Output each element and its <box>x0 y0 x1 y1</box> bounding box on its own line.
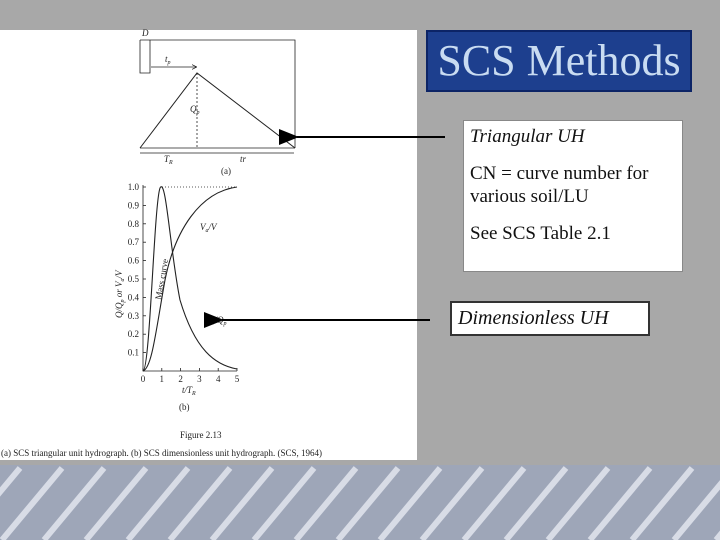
panel-b: (b) <box>179 402 190 412</box>
subscript: p <box>120 300 126 304</box>
x-tick-label: 5 <box>235 374 240 384</box>
subscript: a <box>120 279 126 282</box>
stripe <box>293 466 359 540</box>
rain-block <box>139 39 296 148</box>
footer-stripes <box>0 465 720 540</box>
text-part: V <box>200 222 207 232</box>
y-tick-label: 0.6 <box>128 256 140 266</box>
note-table: See SCS Table 2.1 <box>470 223 611 244</box>
x-tick-label: 4 <box>216 374 221 384</box>
notes-box: Triangular UH CN = curve number for vari… <box>463 120 683 272</box>
x-tick-label: 0 <box>141 374 146 384</box>
text-part: Q <box>190 104 197 114</box>
x-tick-label: 2 <box>178 374 183 384</box>
subscript: R <box>168 160 173 166</box>
stripe <box>587 466 653 540</box>
subscript: p <box>223 321 227 327</box>
y-tick-label: 1.0 <box>128 182 140 192</box>
stripe <box>0 466 23 497</box>
panel-a: (a) <box>221 166 231 176</box>
note-cn: CN = curve number for various soil/LU <box>470 163 649 207</box>
subscript: R <box>191 391 196 397</box>
tr-right-label: tr <box>240 154 247 164</box>
stripe <box>377 466 443 540</box>
y-tick-label: 0.9 <box>128 200 140 210</box>
x-tick-label: 3 <box>197 374 202 384</box>
x-tick-label: 1 <box>160 374 165 384</box>
text-part: /V <box>208 222 219 232</box>
stripe <box>209 466 275 540</box>
stripe <box>41 466 107 540</box>
stripe <box>545 466 611 540</box>
stripe <box>167 466 233 540</box>
stripe <box>629 466 695 540</box>
d-label: D <box>141 28 149 38</box>
y-tick-label: 0.5 <box>128 274 140 284</box>
text-part: or V <box>114 280 124 300</box>
stripe <box>419 466 485 540</box>
x-axis-label: t/TR <box>182 385 196 397</box>
mass-curve-line <box>142 186 238 372</box>
y-axis-label: Q/Qp or Va/V <box>114 269 126 318</box>
text-part: t <box>165 54 168 64</box>
stripe <box>251 466 317 540</box>
y-tick-label: 0.8 <box>128 219 140 229</box>
stripe <box>503 466 569 540</box>
stripe <box>335 466 401 540</box>
mass-label: Va/V <box>200 222 218 234</box>
text-part: /V <box>114 269 124 280</box>
title: SCS Methods <box>426 30 692 92</box>
note-triangular: Triangular UH <box>470 126 585 147</box>
y-tick-label: 0.4 <box>128 292 140 302</box>
stripe <box>83 466 149 540</box>
y-tick-label: 0.2 <box>128 329 139 339</box>
y-tick-label: 0.1 <box>128 348 139 358</box>
text-part: Q/Q <box>208 315 224 325</box>
text-part: T <box>164 154 170 164</box>
figure-panel <box>0 30 417 460</box>
stripe <box>0 466 65 540</box>
tr-left-label: TR <box>164 154 173 166</box>
caption: (a) SCS triangular unit hydrograph. (b) … <box>1 448 322 458</box>
qp-label: Qp <box>190 104 200 116</box>
y-tick-label: 0.7 <box>128 237 140 247</box>
subscript: p <box>167 60 171 66</box>
stripe <box>671 480 720 540</box>
y-tick-label: 0.3 <box>128 311 140 321</box>
figure-number: Figure 2.13 <box>180 430 222 440</box>
subscript: p <box>196 110 200 116</box>
uh-curve <box>142 186 238 372</box>
subscript: a <box>206 228 209 234</box>
figure: 0.1 0.2 0.3 0.4 0.5 0.6 0.7 0.8 0.9 1.0 0 1 2 3 4 5 <box>128 39 296 384</box>
dimensionless-label: Dimensionless UH <box>450 301 650 336</box>
stripe <box>125 466 191 540</box>
stripe <box>461 466 527 540</box>
text-part: t/T <box>182 385 193 395</box>
text-part: Q/Q <box>114 302 124 318</box>
tp-label: tp <box>165 54 171 66</box>
